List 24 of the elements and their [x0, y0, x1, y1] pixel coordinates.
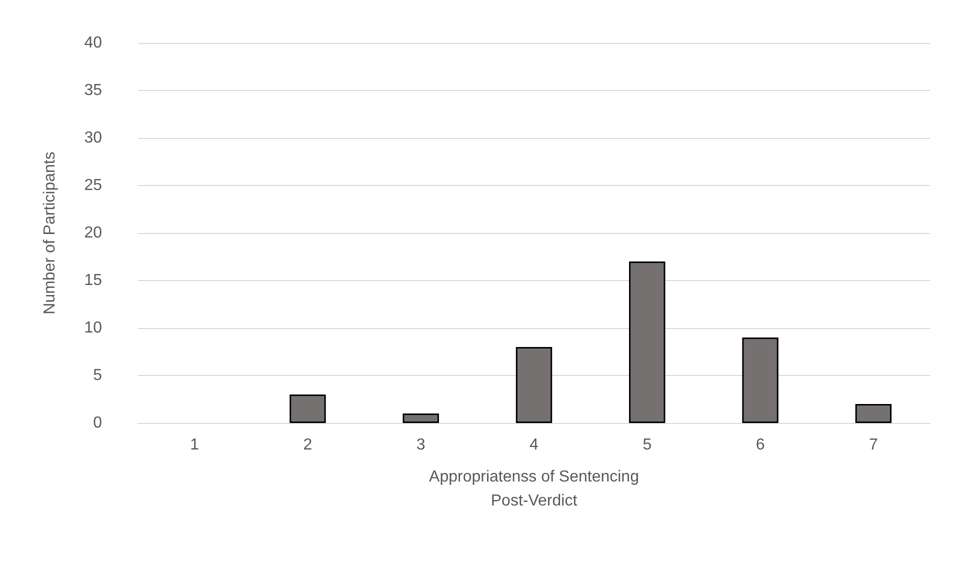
bar: [855, 404, 892, 423]
y-tick-label: 30: [84, 130, 102, 146]
x-tick-label: 1: [190, 436, 200, 454]
y-tick-label: 15: [84, 272, 102, 289]
bar: [516, 347, 552, 423]
y-tick-label: 35: [84, 82, 102, 99]
y-tick-label: 5: [93, 367, 102, 384]
y-axis-title: Number of Participants: [42, 152, 58, 314]
x-tick-label: 5: [642, 436, 652, 454]
y-tick-label: 40: [84, 34, 102, 52]
x-tick-label: 7: [868, 436, 878, 454]
x-tick-label: 2: [303, 436, 312, 454]
x-tick-label: 4: [530, 436, 539, 454]
y-tick-label: 10: [84, 320, 102, 336]
bar: [742, 338, 778, 423]
x-axis-title: Appropriatenss of Sentencing Post-Verdict: [429, 468, 639, 510]
y-tick-label: 20: [84, 224, 102, 242]
bar: [402, 414, 439, 423]
y-tick-label: 0: [93, 414, 102, 432]
x-tick-label: 6: [756, 436, 765, 454]
bar: [290, 394, 326, 423]
y-tick-label: 25: [84, 177, 102, 194]
x-tick-label: 3: [416, 436, 426, 454]
bar: [629, 262, 666, 423]
